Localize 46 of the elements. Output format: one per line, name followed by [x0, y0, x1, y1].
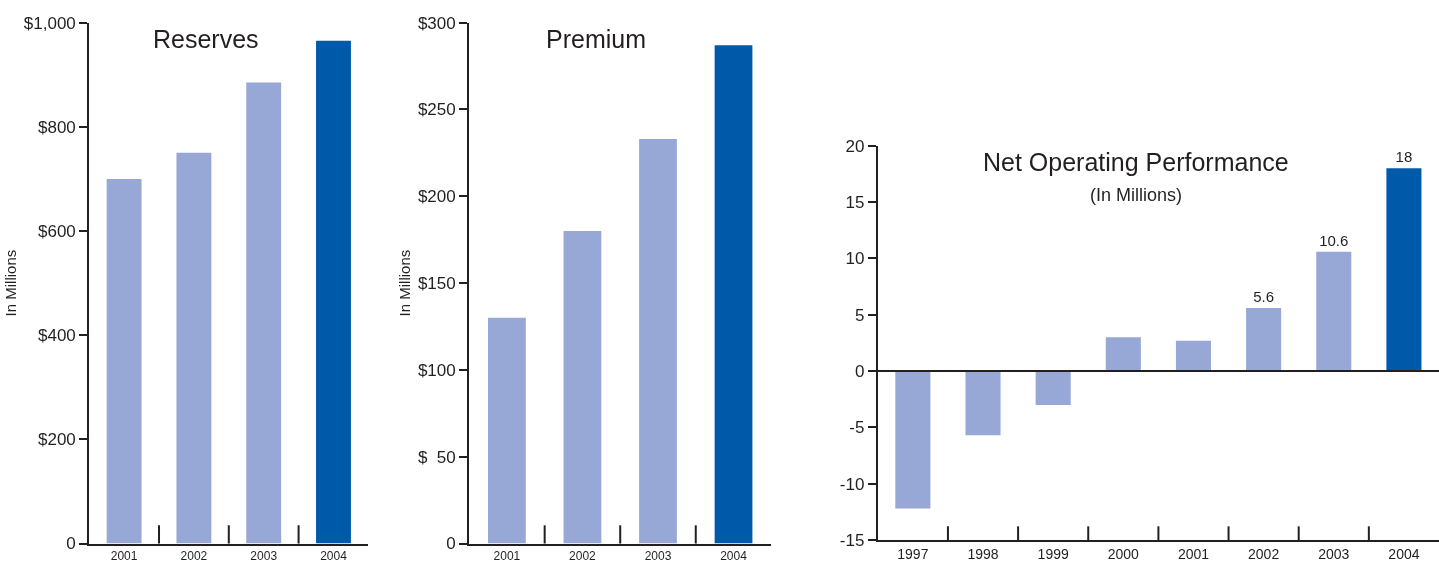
y-axis-title: In Millions [395, 249, 413, 317]
x-tick-label: 2002 [180, 548, 208, 563]
x-tick-label: 1997 [897, 545, 929, 562]
y-tick-label: -5 [849, 418, 865, 438]
y-tick-label: $ 50 [417, 447, 456, 467]
x-tick-label: 2000 [1107, 545, 1140, 562]
x-tick-label: 2001 [1177, 545, 1210, 562]
x-tick-label: 2001 [110, 548, 138, 563]
y-tick-label: $250 [417, 100, 456, 120]
x-tick-label: 1999 [1037, 545, 1069, 562]
y-tick-label: $300 [417, 13, 456, 33]
x-tick-label: 2003 [250, 548, 278, 563]
x-tick-label: 2002 [569, 548, 597, 563]
x-tick-label: 2004 [1388, 545, 1420, 562]
y-tick-label: -10 [839, 474, 865, 494]
x-tick-label: 2003 [644, 548, 672, 563]
y-tick-label: $100 [417, 360, 456, 380]
y-tick-label: 15 [845, 193, 865, 213]
y-tick-label: $200 [417, 187, 456, 207]
y-tick-label: 5 [854, 305, 865, 325]
y-tick-label: 10 [845, 249, 865, 269]
y-tick-label: $200 [37, 430, 76, 450]
x-tick-label: 2004 [320, 548, 348, 563]
chart-title: Net Operating Performance [983, 148, 1289, 176]
chart-title: Reserves [153, 25, 259, 53]
y-tick-label: $600 [37, 221, 76, 241]
text: (In Millions) [1090, 185, 1183, 205]
y-axis-title: In Millions [1, 249, 19, 317]
y-tick-label: -15 [839, 531, 865, 551]
data-label: 10.6 [1319, 231, 1349, 249]
y-tick-label: 0 [66, 534, 76, 554]
y-tick-label: $150 [417, 274, 456, 294]
x-tick-label: 2002 [1248, 545, 1280, 562]
data-label: 5.6 [1253, 288, 1275, 306]
chart-title: Premium [546, 25, 647, 53]
data-label: 18 [1395, 148, 1413, 166]
x-tick-label: 2004 [720, 548, 748, 563]
y-tick-label: $400 [37, 326, 76, 346]
y-tick-label: 0 [854, 362, 865, 382]
y-tick-label: 0 [446, 534, 456, 554]
x-tick-label: 2003 [1318, 545, 1350, 562]
y-tick-label: 20 [845, 136, 865, 156]
y-tick-label: $800 [37, 117, 76, 137]
y-tick-label: $1,000 [23, 13, 76, 33]
x-tick-label: 2001 [493, 548, 521, 563]
x-tick-label: 1998 [967, 545, 999, 562]
